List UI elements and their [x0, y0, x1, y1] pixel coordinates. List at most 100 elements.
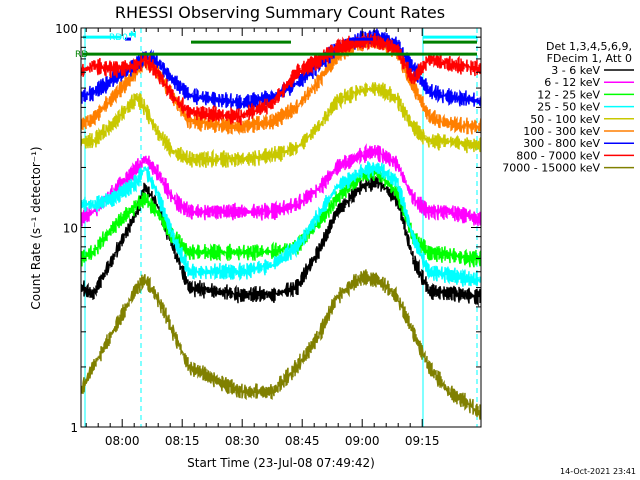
- data-point: [412, 67, 414, 69]
- legend-entry-label: 12 - 25 keV: [537, 88, 600, 101]
- data-point: [360, 186, 362, 188]
- data-point: [188, 94, 190, 97]
- data-point: [448, 96, 450, 98]
- data-point: [296, 147, 298, 149]
- data-point: [412, 83, 414, 86]
- data-point: [136, 64, 138, 67]
- data-point: [336, 166, 338, 169]
- data-point: [272, 210, 274, 213]
- data-point: [412, 331, 414, 333]
- data-point: [92, 140, 94, 143]
- data-point: [468, 214, 470, 217]
- data-point: [240, 115, 242, 118]
- data-point: [240, 271, 242, 273]
- data-point: [272, 120, 274, 123]
- data-point: [412, 79, 414, 81]
- data-point: [172, 150, 174, 153]
- data-point: [272, 294, 274, 296]
- data-point: [296, 286, 298, 289]
- data-point: [156, 191, 158, 194]
- data-point: [428, 58, 430, 60]
- data-point: [428, 90, 430, 93]
- data-point: [412, 197, 414, 200]
- data-point: [448, 210, 450, 213]
- data-point: [476, 295, 478, 298]
- data-point: [468, 65, 470, 68]
- data-point: [92, 64, 94, 67]
- data-point: [428, 366, 430, 368]
- data-point: [136, 166, 138, 169]
- series-line-3: [81, 161, 481, 287]
- data-point: [240, 210, 242, 213]
- data-point: [468, 125, 470, 128]
- data-point: [428, 140, 430, 143]
- y-axis: 1 10 100: [55, 22, 481, 435]
- x-tick-label: 08:15: [165, 434, 200, 448]
- data-point: [144, 158, 146, 160]
- data-point: [156, 171, 158, 173]
- data-point: [144, 58, 146, 60]
- data-point: [412, 257, 414, 260]
- series-line-1: [81, 143, 481, 227]
- legend: Det 1,3,4,5,6,9,FDecim 1, Att 03 - 6 keV…: [502, 40, 634, 175]
- data-point: [112, 226, 114, 229]
- data-point: [136, 210, 138, 213]
- data-point: [272, 250, 274, 253]
- data-point: [468, 143, 470, 146]
- series-7000-15000keV: [81, 269, 481, 420]
- data-point: [320, 58, 322, 60]
- data-point: [336, 197, 338, 200]
- data-point: [376, 150, 378, 153]
- data-point: [428, 115, 430, 118]
- series-line-4: [81, 81, 481, 168]
- legend-header: Det 1,3,4,5,6,9,: [546, 40, 632, 53]
- y-tick-label: 1: [70, 421, 78, 435]
- data-point: [320, 77, 322, 79]
- data-point: [188, 251, 190, 254]
- data-point: [144, 186, 146, 188]
- x-tick-label: 08:30: [225, 434, 260, 448]
- data-point: [136, 96, 138, 98]
- data-point: [144, 278, 146, 281]
- data-point: [156, 295, 158, 298]
- data-point: [468, 98, 470, 100]
- data-point: [92, 92, 94, 95]
- data-point: [476, 100, 478, 102]
- plot-area: [81, 28, 481, 427]
- data-point: [272, 154, 274, 157]
- data-point: [240, 158, 242, 160]
- data-point: [476, 125, 478, 128]
- series-line-8: [81, 269, 481, 420]
- data-point: [320, 218, 322, 220]
- data-point: [396, 48, 398, 51]
- series-3-6keV: [81, 174, 481, 307]
- legend-entry-label: 800 - 7000 keV: [516, 149, 600, 162]
- flag-label-rd0: RD0: [109, 33, 128, 43]
- data-point: [112, 257, 114, 260]
- data-point: [448, 254, 450, 256]
- series-line-0: [81, 174, 481, 307]
- series-800-7000keV: [81, 32, 481, 126]
- data-point: [240, 251, 242, 254]
- legend-entry-label: 7000 - 15000 keV: [502, 162, 600, 175]
- data-point: [336, 186, 338, 188]
- data-point: [112, 123, 114, 125]
- y-tick-label: 10: [63, 222, 78, 236]
- legend-entry-label: 50 - 100 keV: [530, 113, 600, 126]
- data-point: [188, 286, 190, 289]
- data-point: [188, 271, 190, 273]
- data-point: [272, 391, 274, 393]
- data-point: [336, 210, 338, 213]
- data-point: [92, 118, 94, 120]
- data-point: [448, 63, 450, 65]
- data-point: [360, 89, 362, 91]
- data-point: [468, 294, 470, 296]
- data-point: [112, 197, 114, 200]
- data-point: [240, 125, 242, 128]
- data-point: [376, 40, 378, 42]
- data-point: [188, 210, 190, 213]
- data-point: [136, 204, 138, 206]
- data-point: [156, 204, 158, 206]
- data-point: [476, 278, 478, 281]
